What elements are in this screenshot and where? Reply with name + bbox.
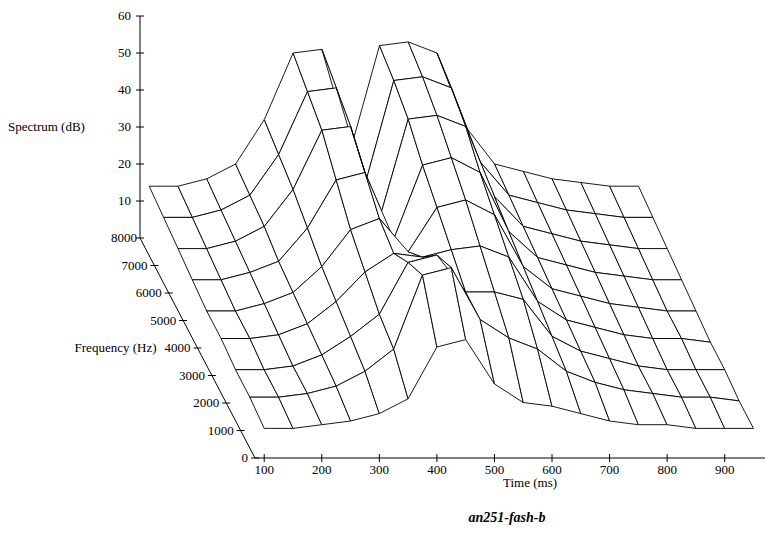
x-tick-label: 900 <box>715 462 735 477</box>
z-tick <box>136 90 144 91</box>
y-axis-title: Frequency (Hz) <box>75 340 157 355</box>
x-tick-label: 500 <box>485 462 505 477</box>
chart: 100200300400500600700800900Time (ms)0100… <box>0 0 772 540</box>
x-tick <box>724 454 725 462</box>
x-tick-label: 100 <box>254 462 274 477</box>
axes: 100200300400500600700800900Time (ms)0100… <box>8 8 765 525</box>
x-tick <box>264 454 265 462</box>
surface-cell <box>667 311 710 342</box>
y-tick <box>165 293 173 294</box>
y-tick <box>208 375 216 376</box>
z-axis-title: Spectrum (dB) <box>8 119 85 134</box>
surface-cell <box>710 397 753 428</box>
surface-cell <box>624 217 667 248</box>
x-tick <box>552 454 553 462</box>
y-tick-label: 7000 <box>121 258 147 273</box>
y-tick-label: 6000 <box>136 285 162 300</box>
z-tick <box>136 201 144 202</box>
z-tick <box>136 127 144 128</box>
z-tick-label: 20 <box>118 156 131 171</box>
y-tick-label: 5000 <box>150 313 176 328</box>
x-tick <box>379 454 380 462</box>
y-tick-label: 4000 <box>165 340 191 355</box>
surface-cell <box>639 249 682 280</box>
x-axis-line <box>255 458 765 459</box>
x-tick-label: 200 <box>312 462 332 477</box>
y-tick-label: 2000 <box>193 395 219 410</box>
y-tick <box>251 458 259 459</box>
page: {"chart_data": {"type": "surface", "titl… <box>0 0 772 540</box>
x-tick-label: 800 <box>657 462 677 477</box>
y-tick <box>222 403 230 404</box>
y-tick-label: 0 <box>242 450 249 465</box>
y-tick <box>150 265 158 266</box>
z-tick-label: 60 <box>118 8 131 23</box>
x-tick <box>436 454 437 462</box>
x-tick-label: 300 <box>370 462 390 477</box>
z-tick <box>136 53 144 54</box>
title: an251-fash-b <box>468 510 545 525</box>
y-tick-label: 8000 <box>111 230 137 245</box>
x-tick <box>667 454 668 462</box>
y-tick-label: 3000 <box>179 368 205 383</box>
surface-cell <box>653 280 696 311</box>
y-tick <box>179 320 187 321</box>
y-tick <box>237 430 245 431</box>
x-axis-title: Time (ms) <box>503 475 557 490</box>
z-tick-label: 50 <box>118 45 131 60</box>
z-tick-label: 40 <box>118 82 131 97</box>
surface <box>149 42 753 429</box>
x-tick-label: 400 <box>427 462 447 477</box>
z-tick-label: 10 <box>118 193 131 208</box>
surface-cell <box>696 370 739 401</box>
z-tick-label: 30 <box>118 119 131 134</box>
z-tick <box>136 16 144 17</box>
y-tick-label: 1000 <box>208 423 234 438</box>
x-tick <box>494 454 495 462</box>
y-axis-line <box>140 238 255 458</box>
y-tick <box>194 348 202 349</box>
z-tick <box>136 164 144 165</box>
x-tick <box>609 454 610 462</box>
x-tick-label: 700 <box>600 462 620 477</box>
x-tick <box>321 454 322 462</box>
surface-cell <box>610 186 653 217</box>
surface-cell <box>682 339 725 370</box>
